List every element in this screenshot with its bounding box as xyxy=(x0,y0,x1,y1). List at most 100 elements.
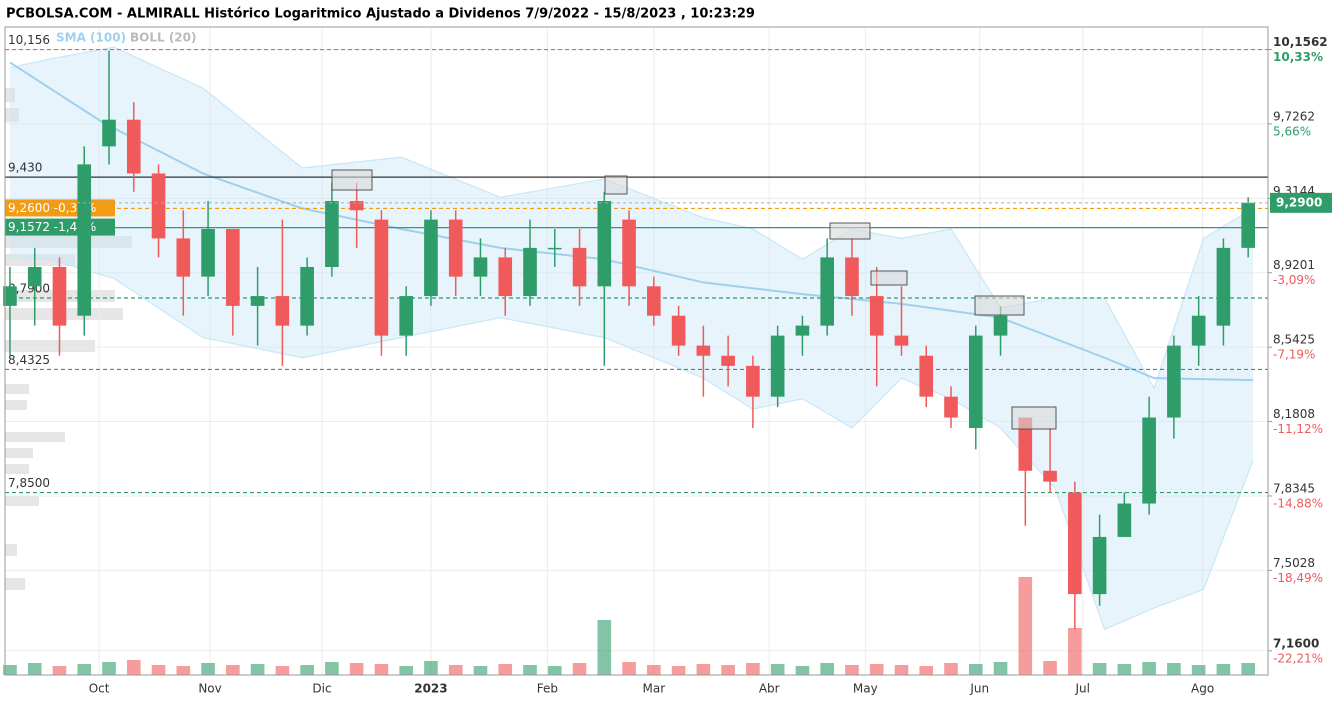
y-tick-change: -3,09% xyxy=(1273,273,1315,287)
y-tick-label: 8,9201 xyxy=(1273,258,1315,272)
candle-body xyxy=(250,296,265,306)
level-label: 8,4325 xyxy=(8,353,50,367)
volume-bar xyxy=(869,664,884,675)
level-label: 9,2600 -0,32% xyxy=(8,201,96,215)
annotations xyxy=(331,169,1057,430)
volume-bar xyxy=(349,663,364,675)
candle-body xyxy=(399,296,413,336)
candle-body xyxy=(795,325,810,336)
candle-body xyxy=(547,247,562,250)
profile-bar xyxy=(5,340,95,352)
volume-bar xyxy=(226,665,240,675)
volume-bar xyxy=(1167,663,1181,675)
candle-body xyxy=(176,238,191,277)
volume-bar xyxy=(597,620,612,675)
candle-body xyxy=(622,219,636,287)
profile-bar xyxy=(5,384,29,394)
volume-bar xyxy=(1018,577,1033,675)
sma-line xyxy=(9,61,1254,382)
candle-body xyxy=(349,200,364,211)
level-label: 9,1572 -1,42% xyxy=(8,220,96,234)
candle-body xyxy=(1092,536,1107,595)
volume-bar xyxy=(993,662,1008,675)
candle-body xyxy=(3,286,17,306)
volume-bar xyxy=(968,664,983,675)
candle-body xyxy=(523,247,537,297)
candle-body xyxy=(1167,345,1181,418)
volume-bar xyxy=(300,665,314,675)
volume-bar xyxy=(746,663,760,675)
candle-body xyxy=(647,286,661,316)
profile-bar xyxy=(5,400,27,410)
plot-frame xyxy=(4,26,1269,676)
candle-body xyxy=(126,119,141,174)
candle-body xyxy=(77,164,92,316)
candle-body xyxy=(1117,503,1132,537)
volume-bar xyxy=(1043,661,1057,675)
volume-bar xyxy=(1068,628,1082,675)
level-label: 9,430 xyxy=(8,161,42,175)
x-tick-label: Abr xyxy=(759,682,780,696)
candle-body xyxy=(869,296,884,336)
candle-body xyxy=(944,396,958,418)
y-tick-label: 7,1600 xyxy=(1273,636,1319,650)
y-tick-change: -14,88% xyxy=(1273,496,1323,510)
y-tick-label: 8,1808 xyxy=(1273,407,1315,421)
candle-body xyxy=(845,257,859,297)
volume-bar xyxy=(696,664,711,675)
y-tick-label: 7,5028 xyxy=(1273,556,1315,570)
volume-bar xyxy=(176,666,191,675)
candle-body xyxy=(325,200,339,267)
annotation-box xyxy=(604,175,628,195)
volume-bar xyxy=(126,660,141,675)
profile-bar xyxy=(5,236,132,248)
y-tick-label: 9,7262 xyxy=(1273,109,1315,123)
profile-bar xyxy=(5,254,75,266)
chart-title: PCBOLSA.COM - ALMIRALL Histórico Logarit… xyxy=(6,7,755,22)
volume-bar xyxy=(1216,664,1231,675)
candle-body xyxy=(968,335,983,429)
annotation-box xyxy=(1011,406,1057,430)
profile-bar xyxy=(5,448,33,458)
candle-body xyxy=(27,266,42,287)
legend-bollinger: BOLL (20) xyxy=(130,31,197,45)
volume-bar xyxy=(52,666,67,675)
profile-bar xyxy=(5,88,15,102)
volume-bar xyxy=(1191,665,1206,675)
y-tick-label: 7,8345 xyxy=(1273,481,1315,495)
volume-bar xyxy=(275,666,290,675)
volume-bar xyxy=(622,662,636,675)
candle-body xyxy=(671,315,686,346)
volume-bar xyxy=(919,666,934,675)
volume-bar xyxy=(374,664,389,675)
volume-bar xyxy=(102,662,116,675)
candle-body xyxy=(374,219,389,336)
candle-body xyxy=(746,365,760,397)
candle-body xyxy=(102,119,116,147)
candle-body xyxy=(894,335,909,346)
volume-bar xyxy=(820,663,834,675)
candle-body xyxy=(300,266,314,326)
candle-body xyxy=(572,247,587,287)
profile-bar xyxy=(5,578,25,590)
y-tick-change: 5,66% xyxy=(1273,124,1311,138)
candle-body xyxy=(52,266,67,326)
candle-body xyxy=(448,219,463,277)
candle-body xyxy=(1241,202,1255,248)
candle-body xyxy=(597,200,612,287)
x-tick-label: Feb xyxy=(537,682,558,696)
volume-bar xyxy=(1241,663,1255,675)
bollinger-fill xyxy=(9,47,1254,630)
annotation-box xyxy=(974,295,1025,316)
volume-bar xyxy=(473,666,488,675)
volume-bar xyxy=(671,666,686,675)
volume-bar xyxy=(325,662,339,675)
volume-bar xyxy=(1117,664,1132,675)
x-tick-label: Dic xyxy=(312,682,331,696)
volume-bar xyxy=(770,664,785,675)
y-tick-change: -18,49% xyxy=(1273,571,1323,585)
candle-body xyxy=(1216,247,1231,326)
